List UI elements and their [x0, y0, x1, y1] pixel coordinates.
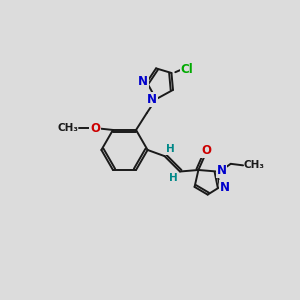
Text: O: O	[90, 122, 100, 135]
Text: N: N	[220, 181, 230, 194]
Text: O: O	[201, 144, 211, 157]
Text: N: N	[147, 93, 157, 106]
Text: H: H	[166, 144, 175, 154]
Text: H: H	[169, 173, 177, 184]
Text: N: N	[138, 75, 148, 88]
Text: N: N	[217, 164, 226, 177]
Text: CH₃: CH₃	[244, 160, 265, 170]
Text: CH₃: CH₃	[57, 123, 78, 134]
Text: Cl: Cl	[181, 63, 193, 76]
